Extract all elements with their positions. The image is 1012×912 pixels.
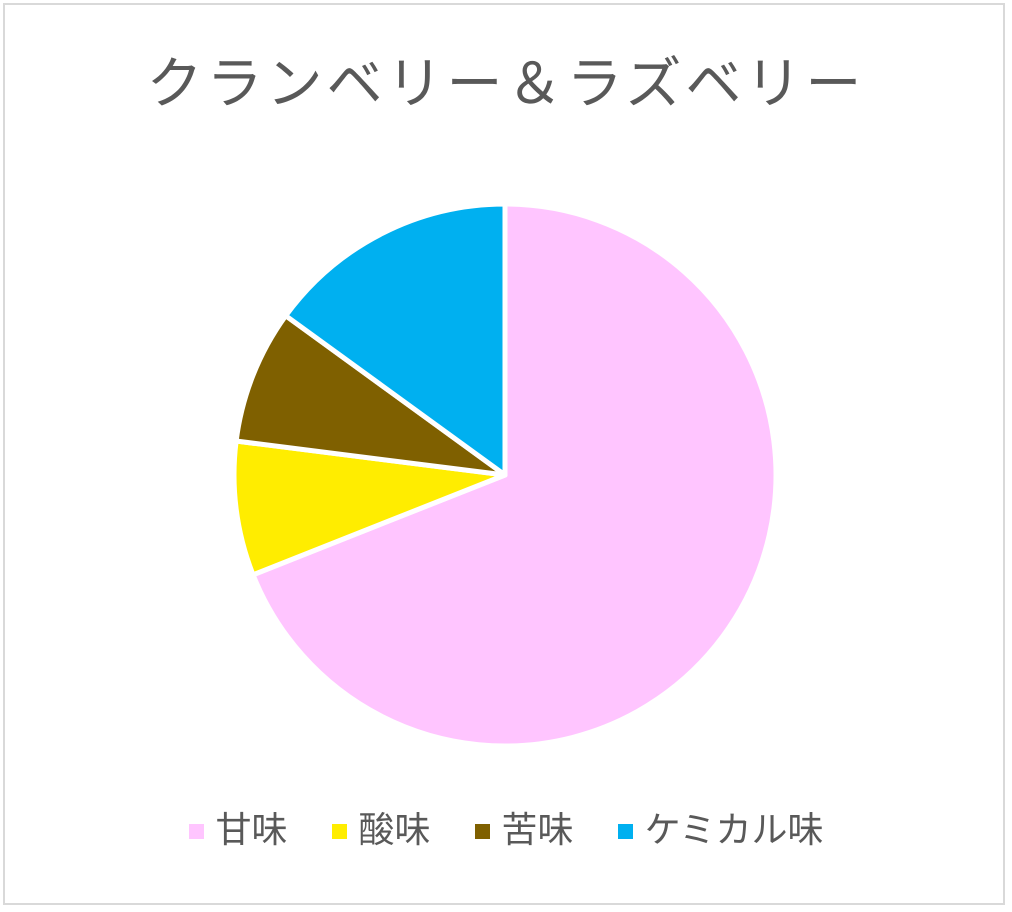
legend: 甘味 酸味 苦味 ケミカル味 (5, 813, 1007, 849)
legend-label: ケミカル味 (644, 810, 824, 851)
legend-swatch (474, 823, 490, 839)
legend-item-sour: 酸味 (331, 810, 431, 851)
legend-swatch (331, 823, 347, 839)
legend-label: 苦味 (501, 810, 574, 851)
legend-swatch (617, 823, 633, 839)
legend-item-chemical: ケミカル味 (617, 810, 824, 851)
pie-slices (231, 201, 779, 749)
legend-label: 酸味 (358, 810, 431, 851)
legend-item-bitter: 苦味 (474, 810, 574, 851)
legend-swatch (188, 823, 204, 839)
pie-chart (231, 201, 779, 749)
pie-slice-sour (231, 438, 508, 578)
pie-slice-bitter (233, 313, 508, 478)
legend-label: 甘味 (215, 810, 288, 851)
pie-slice-sweet (250, 201, 779, 749)
chart-area: クランベリー＆ラズベリー 甘味 酸味 苦味 ケミカル味 (3, 3, 1005, 905)
pie-slice-chemical (283, 201, 508, 478)
chart-title: クランベリー＆ラズベリー (146, 52, 866, 117)
legend-item-sweet: 甘味 (188, 810, 288, 851)
